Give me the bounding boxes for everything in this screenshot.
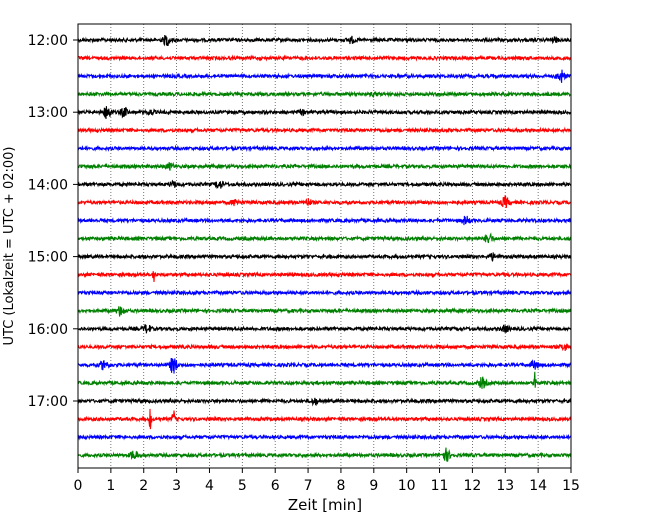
x-tick-label: 11: [431, 478, 449, 494]
x-tick-label: 13: [496, 478, 514, 494]
y-tick-label: 16:00: [28, 322, 68, 338]
trace-1715: [77, 408, 572, 430]
trace-1445: [77, 232, 572, 244]
plot-frame: [77, 23, 572, 469]
x-tick-label: 6: [271, 478, 280, 494]
trace-1200: [77, 34, 572, 47]
trace-1630: [77, 357, 572, 374]
trace-1400: [77, 179, 572, 190]
trace-1415: [77, 194, 571, 208]
x-tick-label: 12: [463, 478, 481, 494]
trace-1545: [77, 306, 572, 317]
y-tick-label: 12:00: [28, 33, 68, 49]
trace-1330: [77, 144, 572, 152]
y-tick-label: 15:00: [28, 250, 68, 266]
y-tick-label: 13:00: [28, 105, 68, 121]
trace-1700: [77, 397, 572, 407]
seismic-traces: [77, 34, 572, 462]
x-tick-label: 8: [336, 478, 345, 494]
x-tick-label: 4: [205, 478, 214, 494]
y-axis-label: UTC (Lokalzeit = UTC + 02:00): [2, 147, 17, 346]
trace-1615: [77, 343, 572, 352]
trace-1600: [78, 324, 572, 334]
trace-1645: [77, 371, 572, 389]
y-tick-label: 17:00: [28, 394, 68, 410]
y-axis-ticks: 12:00 13:00 14:00 15:00 16:00 17:00: [28, 33, 78, 410]
x-axis-label: Zeit [min]: [288, 496, 362, 514]
x-tick-label: 0: [74, 478, 83, 494]
trace-1430: [77, 215, 572, 226]
x-tick-label: 1: [106, 478, 115, 494]
x-tick-label: 2: [139, 478, 148, 494]
x-tick-label: 3: [172, 478, 181, 494]
y-tick-label: 14:00: [28, 177, 68, 193]
x-tick-label: 7: [304, 478, 313, 494]
x-tick-label: 15: [562, 478, 580, 494]
x-tick-label: 14: [529, 478, 547, 494]
x-tick-label: 10: [398, 478, 416, 494]
trace-1315: [77, 126, 572, 134]
trace-1215: [77, 54, 572, 62]
trace-1230: [77, 69, 572, 83]
trace-1530: [77, 288, 572, 297]
trace-1500: [77, 252, 572, 263]
trace-1345: [77, 161, 572, 171]
x-tick-label: 9: [369, 478, 378, 494]
trace-1745: [77, 447, 572, 462]
trace-1300: [77, 106, 572, 120]
grid-lines: [110, 24, 539, 468]
trace-1245: [77, 90, 572, 99]
x-tick-label: 5: [238, 478, 247, 494]
trace-1730: [77, 433, 572, 441]
x-axis-ticks: 0 1 2 3 4 5 6 7 8 9 10 11 12 13 14 15: [74, 468, 580, 494]
trace-1515: [77, 270, 572, 283]
